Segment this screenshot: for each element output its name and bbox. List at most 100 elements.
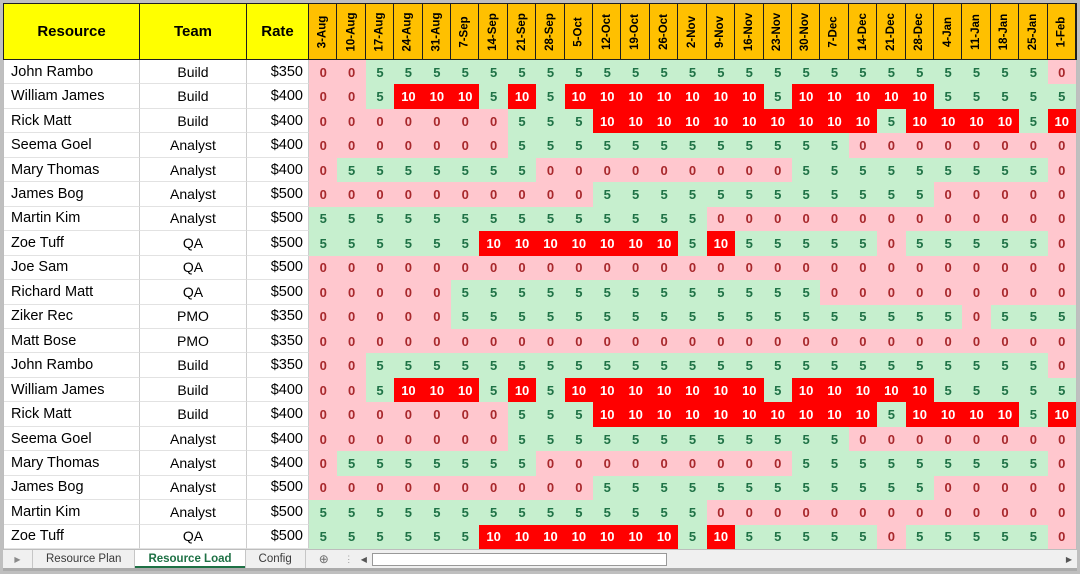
allocation-cell[interactable]: 5 [905,157,934,183]
rate-cell[interactable]: $400 [247,157,309,183]
allocation-cell[interactable]: 0 [649,451,679,476]
allocation-cell[interactable]: 10 [479,231,508,256]
allocation-cell[interactable]: 10 [422,377,452,403]
team-cell[interactable]: Analyst [140,500,247,525]
allocation-cell[interactable]: 5 [791,231,821,256]
allocation-cell[interactable]: 0 [365,280,395,305]
allocation-cell[interactable]: 5 [1047,377,1076,403]
allocation-cell[interactable]: 0 [337,255,366,281]
allocation-cell[interactable]: 5 [763,426,792,452]
allocation-cell[interactable]: 5 [1019,108,1048,134]
allocation-cell[interactable]: 5 [422,451,452,476]
resource-name-cell[interactable]: Joe Sam [4,255,140,281]
allocation-cell[interactable]: 5 [877,60,906,85]
allocation-cell[interactable]: 10 [877,377,906,403]
allocation-cell[interactable]: 5 [848,524,878,550]
allocation-cell[interactable]: 5 [536,206,565,232]
allocation-cell[interactable]: 5 [649,500,679,525]
allocation-cell[interactable]: 5 [479,353,508,378]
allocation-cell[interactable]: 5 [422,157,452,183]
allocation-cell[interactable]: 5 [678,426,707,452]
allocation-cell[interactable]: 10 [507,84,537,109]
allocation-cell[interactable]: 5 [365,84,395,109]
allocation-cell[interactable]: 0 [933,182,963,207]
allocation-cell[interactable]: 0 [933,206,963,232]
allocation-cell[interactable]: 10 [649,377,679,403]
allocation-cell[interactable]: 10 [451,84,480,109]
allocation-cell[interactable]: 0 [337,108,366,134]
allocation-cell[interactable]: 5 [933,84,963,109]
allocation-cell[interactable]: 0 [309,475,338,501]
team-cell[interactable]: QA [140,524,247,550]
allocation-cell[interactable]: 0 [309,182,338,207]
allocation-cell[interactable]: 5 [735,475,764,501]
allocation-cell[interactable]: 5 [451,157,480,183]
allocation-cell[interactable]: 0 [479,255,508,281]
allocation-cell[interactable]: 5 [507,108,537,134]
allocation-cell[interactable]: 5 [479,500,508,525]
allocation-cell[interactable]: 5 [394,206,423,232]
allocation-cell[interactable]: 5 [820,426,849,452]
rate-cell[interactable]: $500 [247,255,309,281]
allocation-cell[interactable]: 5 [990,231,1020,256]
allocation-cell[interactable]: 5 [735,231,764,256]
allocation-cell[interactable]: 5 [706,182,736,207]
allocation-cell[interactable]: 0 [394,255,423,281]
allocation-cell[interactable]: 5 [536,133,565,158]
allocation-cell[interactable]: 0 [1047,206,1076,232]
allocation-cell[interactable]: 0 [1047,157,1076,183]
allocation-cell[interactable]: 0 [1019,182,1048,207]
allocation-cell[interactable]: 0 [962,280,991,305]
allocation-cell[interactable]: 0 [479,328,508,354]
allocation-cell[interactable]: 0 [933,475,963,501]
col-header-date[interactable]: 28-Dec [905,4,934,59]
allocation-cell[interactable]: 5 [394,231,423,256]
allocation-cell[interactable]: 10 [621,377,650,403]
team-cell[interactable]: Build [140,353,247,378]
allocation-cell[interactable]: 0 [990,426,1020,452]
allocation-cell[interactable]: 0 [962,206,991,232]
resource-name-cell[interactable]: William James [4,377,140,403]
col-header-date[interactable]: 4-Jan [933,4,963,59]
allocation-cell[interactable]: 0 [507,328,537,354]
allocation-cell[interactable]: 5 [905,231,934,256]
col-header-date[interactable]: 21-Dec [877,4,906,59]
allocation-cell[interactable]: 5 [649,426,679,452]
allocation-cell[interactable]: 0 [365,255,395,281]
allocation-cell[interactable]: 5 [678,280,707,305]
team-cell[interactable]: Build [140,84,247,109]
allocation-cell[interactable]: 0 [1047,231,1076,256]
col-header-date[interactable]: 23-Nov [763,4,792,59]
allocation-cell[interactable]: 5 [990,304,1020,329]
allocation-cell[interactable]: 0 [422,182,452,207]
allocation-cell[interactable]: 5 [848,157,878,183]
allocation-cell[interactable]: 0 [309,133,338,158]
allocation-cell[interactable]: 5 [735,426,764,452]
allocation-cell[interactable]: 5 [479,206,508,232]
allocation-cell[interactable]: 5 [649,280,679,305]
allocation-cell[interactable]: 0 [706,206,736,232]
col-header-date[interactable]: 7-Sep [451,4,480,59]
allocation-cell[interactable]: 0 [507,182,537,207]
allocation-cell[interactable]: 0 [933,280,963,305]
allocation-cell[interactable]: 5 [763,280,792,305]
allocation-cell[interactable]: 10 [848,84,878,109]
allocation-cell[interactable]: 0 [309,108,338,134]
allocation-cell[interactable]: 5 [451,304,480,329]
allocation-cell[interactable]: 5 [394,524,423,550]
allocation-cell[interactable]: 5 [791,304,821,329]
allocation-cell[interactable]: 0 [962,133,991,158]
allocation-cell[interactable]: 5 [536,108,565,134]
allocation-cell[interactable]: 5 [507,206,537,232]
allocation-cell[interactable]: 10 [507,231,537,256]
allocation-cell[interactable]: 5 [763,133,792,158]
allocation-cell[interactable]: 10 [507,377,537,403]
allocation-cell[interactable]: 0 [933,500,963,525]
allocation-cell[interactable]: 10 [536,231,565,256]
resource-name-cell[interactable]: Ziker Rec [4,304,140,329]
allocation-cell[interactable]: 5 [877,475,906,501]
allocation-cell[interactable]: 5 [1019,377,1048,403]
allocation-cell[interactable]: 10 [479,524,508,550]
allocation-cell[interactable]: 5 [394,500,423,525]
allocation-cell[interactable]: 5 [422,206,452,232]
